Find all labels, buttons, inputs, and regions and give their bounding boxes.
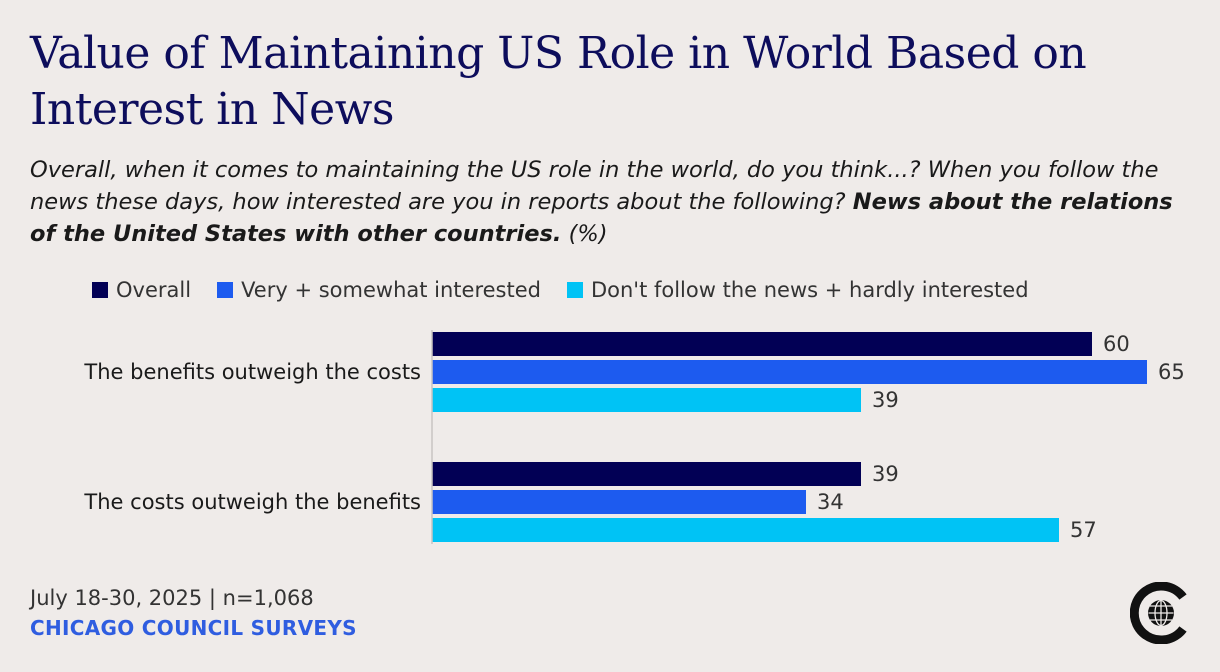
bar-costs-outweigh-overall — [432, 462, 861, 486]
legend-swatch-not-interested — [566, 282, 583, 298]
bar-benefits-outweigh-not-interested — [432, 388, 861, 412]
category-label-costs-outweigh: The costs outweigh the benefits — [83, 490, 421, 514]
category-label-benefits-outweigh: The benefits outweigh the costs — [83, 360, 421, 384]
value-label-costs-outweigh-overall: 39 — [872, 462, 899, 486]
bar-benefits-outweigh-overall — [432, 332, 1092, 356]
legend-item-not-interested: Don't follow the news + hardly intereste… — [566, 278, 1029, 302]
bar-costs-outweigh-not-interested — [432, 518, 1059, 542]
bar-chart: The benefits outweigh the costs 60 65 39 The… — [83, 330, 1185, 544]
legend-swatch-interested — [217, 282, 234, 298]
bar-benefits-outweigh-interested — [432, 360, 1147, 384]
subtitle-unit: (%) — [568, 221, 608, 247]
legend-swatch-overall — [92, 282, 108, 298]
chicago-council-logo-icon — [1130, 582, 1187, 644]
chart-subtitle: Overall, when it comes to maintaining th… — [30, 154, 1190, 250]
subtitle-emphasis: News about the relations of the United S… — [30, 189, 1173, 247]
chart-title: Value of Maintaining US Role in World Ba… — [30, 28, 1087, 135]
value-label-costs-outweigh-not-interested: 57 — [1070, 518, 1097, 542]
legend-label-not-interested: Don't follow the news + hardly intereste… — [590, 278, 1029, 302]
legend-label-overall: Overall — [116, 278, 192, 302]
subtitle-question: Overall, when it comes to maintaining th… — [30, 157, 1159, 215]
legend-item-overall: Overall — [92, 278, 191, 302]
brand-name: CHICAGO COUNCIL SURVEYS — [30, 616, 357, 640]
value-label-benefits-outweigh-overall: 60 — [1103, 332, 1130, 356]
value-label-costs-outweigh-interested: 34 — [817, 490, 844, 514]
legend-label-interested: Very + somewhat interested — [241, 278, 541, 302]
value-label-benefits-outweigh-interested: 65 — [1158, 360, 1185, 384]
bar-costs-outweigh-interested — [432, 490, 806, 514]
chart-legend: Overall Very + somewhat interested Don't… — [92, 276, 1055, 304]
survey-date: July 18-30, 2025 | n=1,068 — [30, 586, 314, 610]
value-label-benefits-outweigh-not-interested: 39 — [872, 388, 899, 412]
legend-item-interested: Very + somewhat interested — [217, 278, 541, 302]
